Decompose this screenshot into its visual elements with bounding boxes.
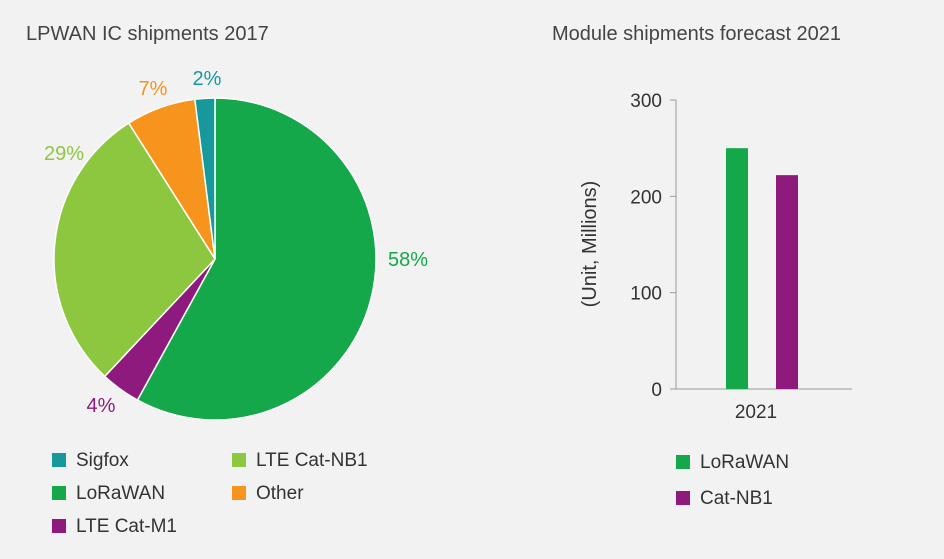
bar-chart-title: Module shipments forecast 2021 bbox=[552, 23, 841, 45]
pie-legend-item-other: Other bbox=[232, 483, 304, 504]
pie-slice-lte-cat-nb1 bbox=[53, 122, 216, 378]
bar-legend-swatch-lorawan bbox=[676, 455, 690, 469]
bar-chart-axes: 0 100 200 300 2021 bbox=[630, 91, 852, 423]
pie-legend-label-sigfox: Sigfox bbox=[76, 450, 129, 471]
pie-label-lte-cat-m1: 4% bbox=[87, 395, 116, 417]
pie-legend-swatch-lte-cat-nb1 bbox=[232, 453, 246, 467]
pie-legend-swatch-lorawan bbox=[52, 486, 66, 500]
pie-label-lorawan: 58% bbox=[388, 249, 428, 271]
bar-legend-label-lorawan: LoRaWAN bbox=[700, 452, 789, 473]
bar-legend-item-cat-nb1: Cat-NB1 bbox=[676, 488, 773, 509]
pie-legend-item-lte-cat-m1: LTE Cat-M1 bbox=[52, 516, 177, 537]
pie-legend-label-other: Other bbox=[256, 483, 304, 504]
pie-chart-labels: 58% 4% 29% 7% 2% bbox=[44, 68, 428, 417]
bar-chart-y-axis-label: (Unit, Millions) bbox=[579, 181, 601, 308]
pie-label-other: 7% bbox=[139, 78, 168, 100]
bar-legend-swatch-cat-nb1 bbox=[676, 491, 690, 505]
bar-legend-label-cat-nb1: Cat-NB1 bbox=[700, 488, 773, 509]
pie-legend-label-lte-cat-m1: LTE Cat-M1 bbox=[76, 516, 177, 537]
bar-chart-legend: LoRaWAN Cat-NB1 bbox=[676, 452, 789, 509]
bar-y-tick-label: 300 bbox=[630, 91, 662, 112]
bar-y-tick-label: 0 bbox=[651, 380, 662, 401]
pie-label-lte-cat-nb1: 29% bbox=[44, 143, 84, 165]
bar-y-tick-label: 100 bbox=[630, 284, 662, 305]
pie-label-sigfox: 2% bbox=[193, 68, 222, 90]
pie-legend-item-lte-cat-nb1: LTE Cat-NB1 bbox=[232, 450, 368, 471]
pie-legend-item-sigfox: Sigfox bbox=[52, 450, 129, 471]
pie-legend-label-lorawan: LoRaWAN bbox=[76, 483, 165, 504]
pie-legend-swatch-sigfox bbox=[52, 453, 66, 467]
pie-slice-sigfox bbox=[193, 97, 216, 260]
pie-legend-item-lorawan: LoRaWAN bbox=[52, 483, 165, 504]
bar-lorawan bbox=[726, 148, 748, 389]
bar-chart-bars bbox=[726, 148, 798, 389]
pie-chart-legend: Sigfox LTE Cat-NB1 LoRaWAN Other LTE Cat-M1 bbox=[52, 450, 368, 537]
bar-x-tick-label: 2021 bbox=[735, 402, 777, 423]
bar-legend-item-lorawan: LoRaWAN bbox=[676, 452, 789, 473]
pie-legend-swatch-other bbox=[232, 486, 246, 500]
pie-chart bbox=[53, 97, 377, 421]
bar-cat-nb1 bbox=[776, 175, 798, 389]
pie-legend-swatch-lte-cat-m1 bbox=[52, 519, 66, 533]
pie-slice-lorawan bbox=[136, 97, 377, 421]
pie-chart-title: LPWAN IC shipments 2017 bbox=[26, 23, 269, 45]
pie-legend-label-lte-cat-nb1: LTE Cat-NB1 bbox=[256, 450, 368, 471]
bar-y-tick-label: 200 bbox=[630, 187, 662, 208]
